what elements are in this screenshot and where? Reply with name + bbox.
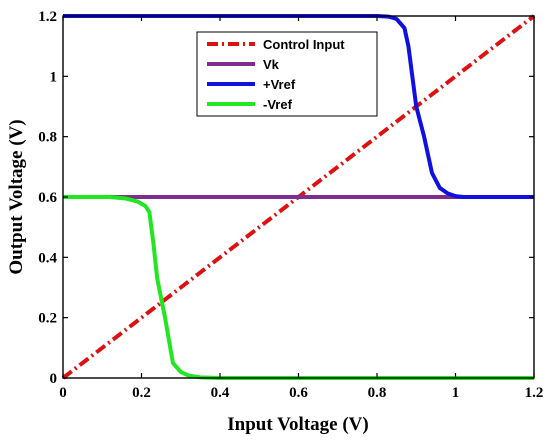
x-tick-label: 0.6 [289, 385, 308, 401]
legend-label: Control Input [263, 37, 345, 52]
x-axis-label: Input Voltage (V) [227, 414, 368, 435]
legend-label: Vk [263, 57, 280, 72]
legend: Control Input Vk +Vref -Vref [196, 31, 378, 117]
y-tick-label: 0.6 [38, 190, 57, 206]
x-tick-label: 1.2 [525, 385, 544, 401]
legend-label: +Vref [263, 77, 296, 92]
x-tick-label: 1 [452, 385, 460, 401]
x-tick-label: 0.4 [211, 385, 230, 401]
x-tick-label: 0.8 [368, 385, 387, 401]
y-axis-label: Output Voltage (V) [6, 119, 27, 274]
plot-area: 0 0.2 0.4 0.6 0.8 1 1.2 0 0.2 0.4 0.6 0.8 1 1.2 Contro… [38, 9, 543, 401]
series-line-minus-vref [63, 195, 534, 380]
legend-label: -Vref [263, 97, 293, 112]
x-tick-label: 0.2 [132, 385, 151, 401]
y-tick-label: 0.4 [38, 250, 57, 266]
y-tick-label: 1 [50, 69, 58, 85]
y-tick-label: 0.2 [38, 311, 57, 327]
y-tick-label: 0.8 [38, 130, 57, 146]
y-tick-label: 1.2 [38, 9, 57, 25]
series-line-plus-vref [63, 14, 534, 199]
y-tick-label: 0 [50, 371, 58, 387]
x-tick-label: 0 [59, 385, 67, 401]
